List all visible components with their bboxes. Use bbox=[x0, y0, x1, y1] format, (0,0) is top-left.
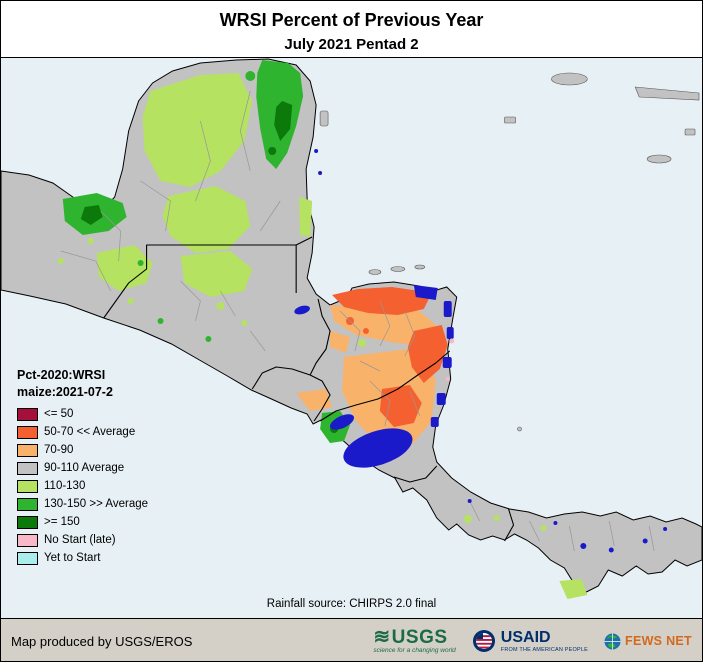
usaid-logo: USAID FROM THE AMERICAN PEOPLE bbox=[472, 629, 588, 653]
legend: Pct-2020:WRSI maize:2021-07-2 <= 50 50-7… bbox=[17, 368, 148, 567]
legend-item-label: 70-90 bbox=[44, 444, 74, 456]
usaid-emblem-icon bbox=[472, 630, 495, 652]
legend-item: 70-90 bbox=[17, 441, 148, 459]
legend-item-label: >= 150 bbox=[44, 516, 80, 528]
legend-item-label: 130-150 >> Average bbox=[44, 498, 149, 510]
legend-swatch bbox=[17, 461, 38, 475]
legend-item: No Start (late) bbox=[17, 531, 148, 549]
rainfall-source-note: Rainfall source: CHIRPS 2.0 final bbox=[266, 598, 437, 610]
map-canvas bbox=[1, 58, 702, 599]
usgs-tagline: science for a changing world bbox=[373, 647, 456, 655]
usaid-logo-text: USAID bbox=[500, 628, 551, 646]
legend-item: 90-110 Average bbox=[17, 459, 148, 477]
wrsi-class-no-start bbox=[445, 338, 455, 381]
lake-nicaragua bbox=[343, 428, 413, 468]
usgs-logo-text: USGS bbox=[391, 626, 448, 648]
legend-swatch bbox=[17, 497, 38, 511]
legend-subtitle: maize:2021-07-2 bbox=[17, 385, 113, 399]
fewsnet-logo-text: FEWS NET bbox=[625, 634, 692, 648]
country-borders bbox=[103, 236, 515, 542]
lakes-and-lagoons bbox=[294, 149, 668, 553]
legend-item-label: <= 50 bbox=[44, 408, 74, 420]
lake-managua bbox=[330, 414, 355, 430]
legend-swatch bbox=[17, 479, 38, 493]
page-subtitle: July 2021 Pentad 2 bbox=[284, 36, 419, 53]
legend-item-label: 110-130 bbox=[44, 480, 86, 492]
legend-title: Pct-2020:WRSI bbox=[17, 368, 106, 382]
legend-swatch bbox=[17, 443, 38, 457]
lake-izabal bbox=[294, 305, 310, 315]
legend-rows: <= 50 50-70 << Average 70-90 90-110 Aver… bbox=[17, 405, 148, 567]
wrsi-class-50-70 bbox=[332, 287, 448, 427]
legend-swatch bbox=[17, 515, 38, 529]
islands bbox=[319, 72, 700, 432]
legend-swatch bbox=[17, 425, 38, 439]
usgs-wave-icon: ≋ bbox=[373, 626, 391, 649]
legend-item-label: 50-70 << Average bbox=[44, 426, 136, 438]
legend-swatch bbox=[17, 407, 38, 421]
usaid-tagline: FROM THE AMERICAN PEOPLE bbox=[500, 646, 589, 653]
legend-swatch bbox=[17, 533, 38, 547]
logo-group: ≋ USGS science for a changing world bbox=[373, 627, 692, 655]
caratasca-lagoon bbox=[413, 285, 438, 300]
legend-item-label: No Start (late) bbox=[44, 534, 116, 546]
legend-item: <= 50 bbox=[17, 405, 148, 423]
footer-bar: Map produced by USGS/EROS ≋ USGS science… bbox=[1, 619, 702, 661]
legend-item: 130-150 >> Average bbox=[17, 495, 148, 513]
legend-item: Yet to Start bbox=[17, 549, 148, 567]
wrsi-class-110-130 bbox=[57, 73, 588, 599]
usgs-logo: ≋ USGS science for a changing world bbox=[373, 627, 455, 655]
fewsnet-globe-icon bbox=[604, 633, 621, 649]
title-block: WRSI Percent of Previous Year July 2021 … bbox=[1, 1, 702, 57]
page-title: WRSI Percent of Previous Year bbox=[219, 10, 484, 30]
legend-item-label: 90-110 Average bbox=[44, 462, 125, 474]
legend-item-label: Yet to Start bbox=[44, 552, 101, 564]
legend-item: 110-130 bbox=[17, 477, 148, 495]
legend-swatch bbox=[17, 551, 38, 565]
wrsi-class-150-plus bbox=[80, 101, 339, 433]
map-credit: Map produced by USGS/EROS bbox=[11, 633, 193, 649]
fewsnet-logo: FEWS NET bbox=[604, 633, 692, 650]
map-area: Pct-2020:WRSI maize:2021-07-2 <= 50 50-7… bbox=[1, 57, 702, 619]
legend-item: >= 150 bbox=[17, 513, 148, 531]
legend-item: 50-70 << Average bbox=[17, 423, 148, 441]
admin-boundaries bbox=[60, 90, 655, 552]
